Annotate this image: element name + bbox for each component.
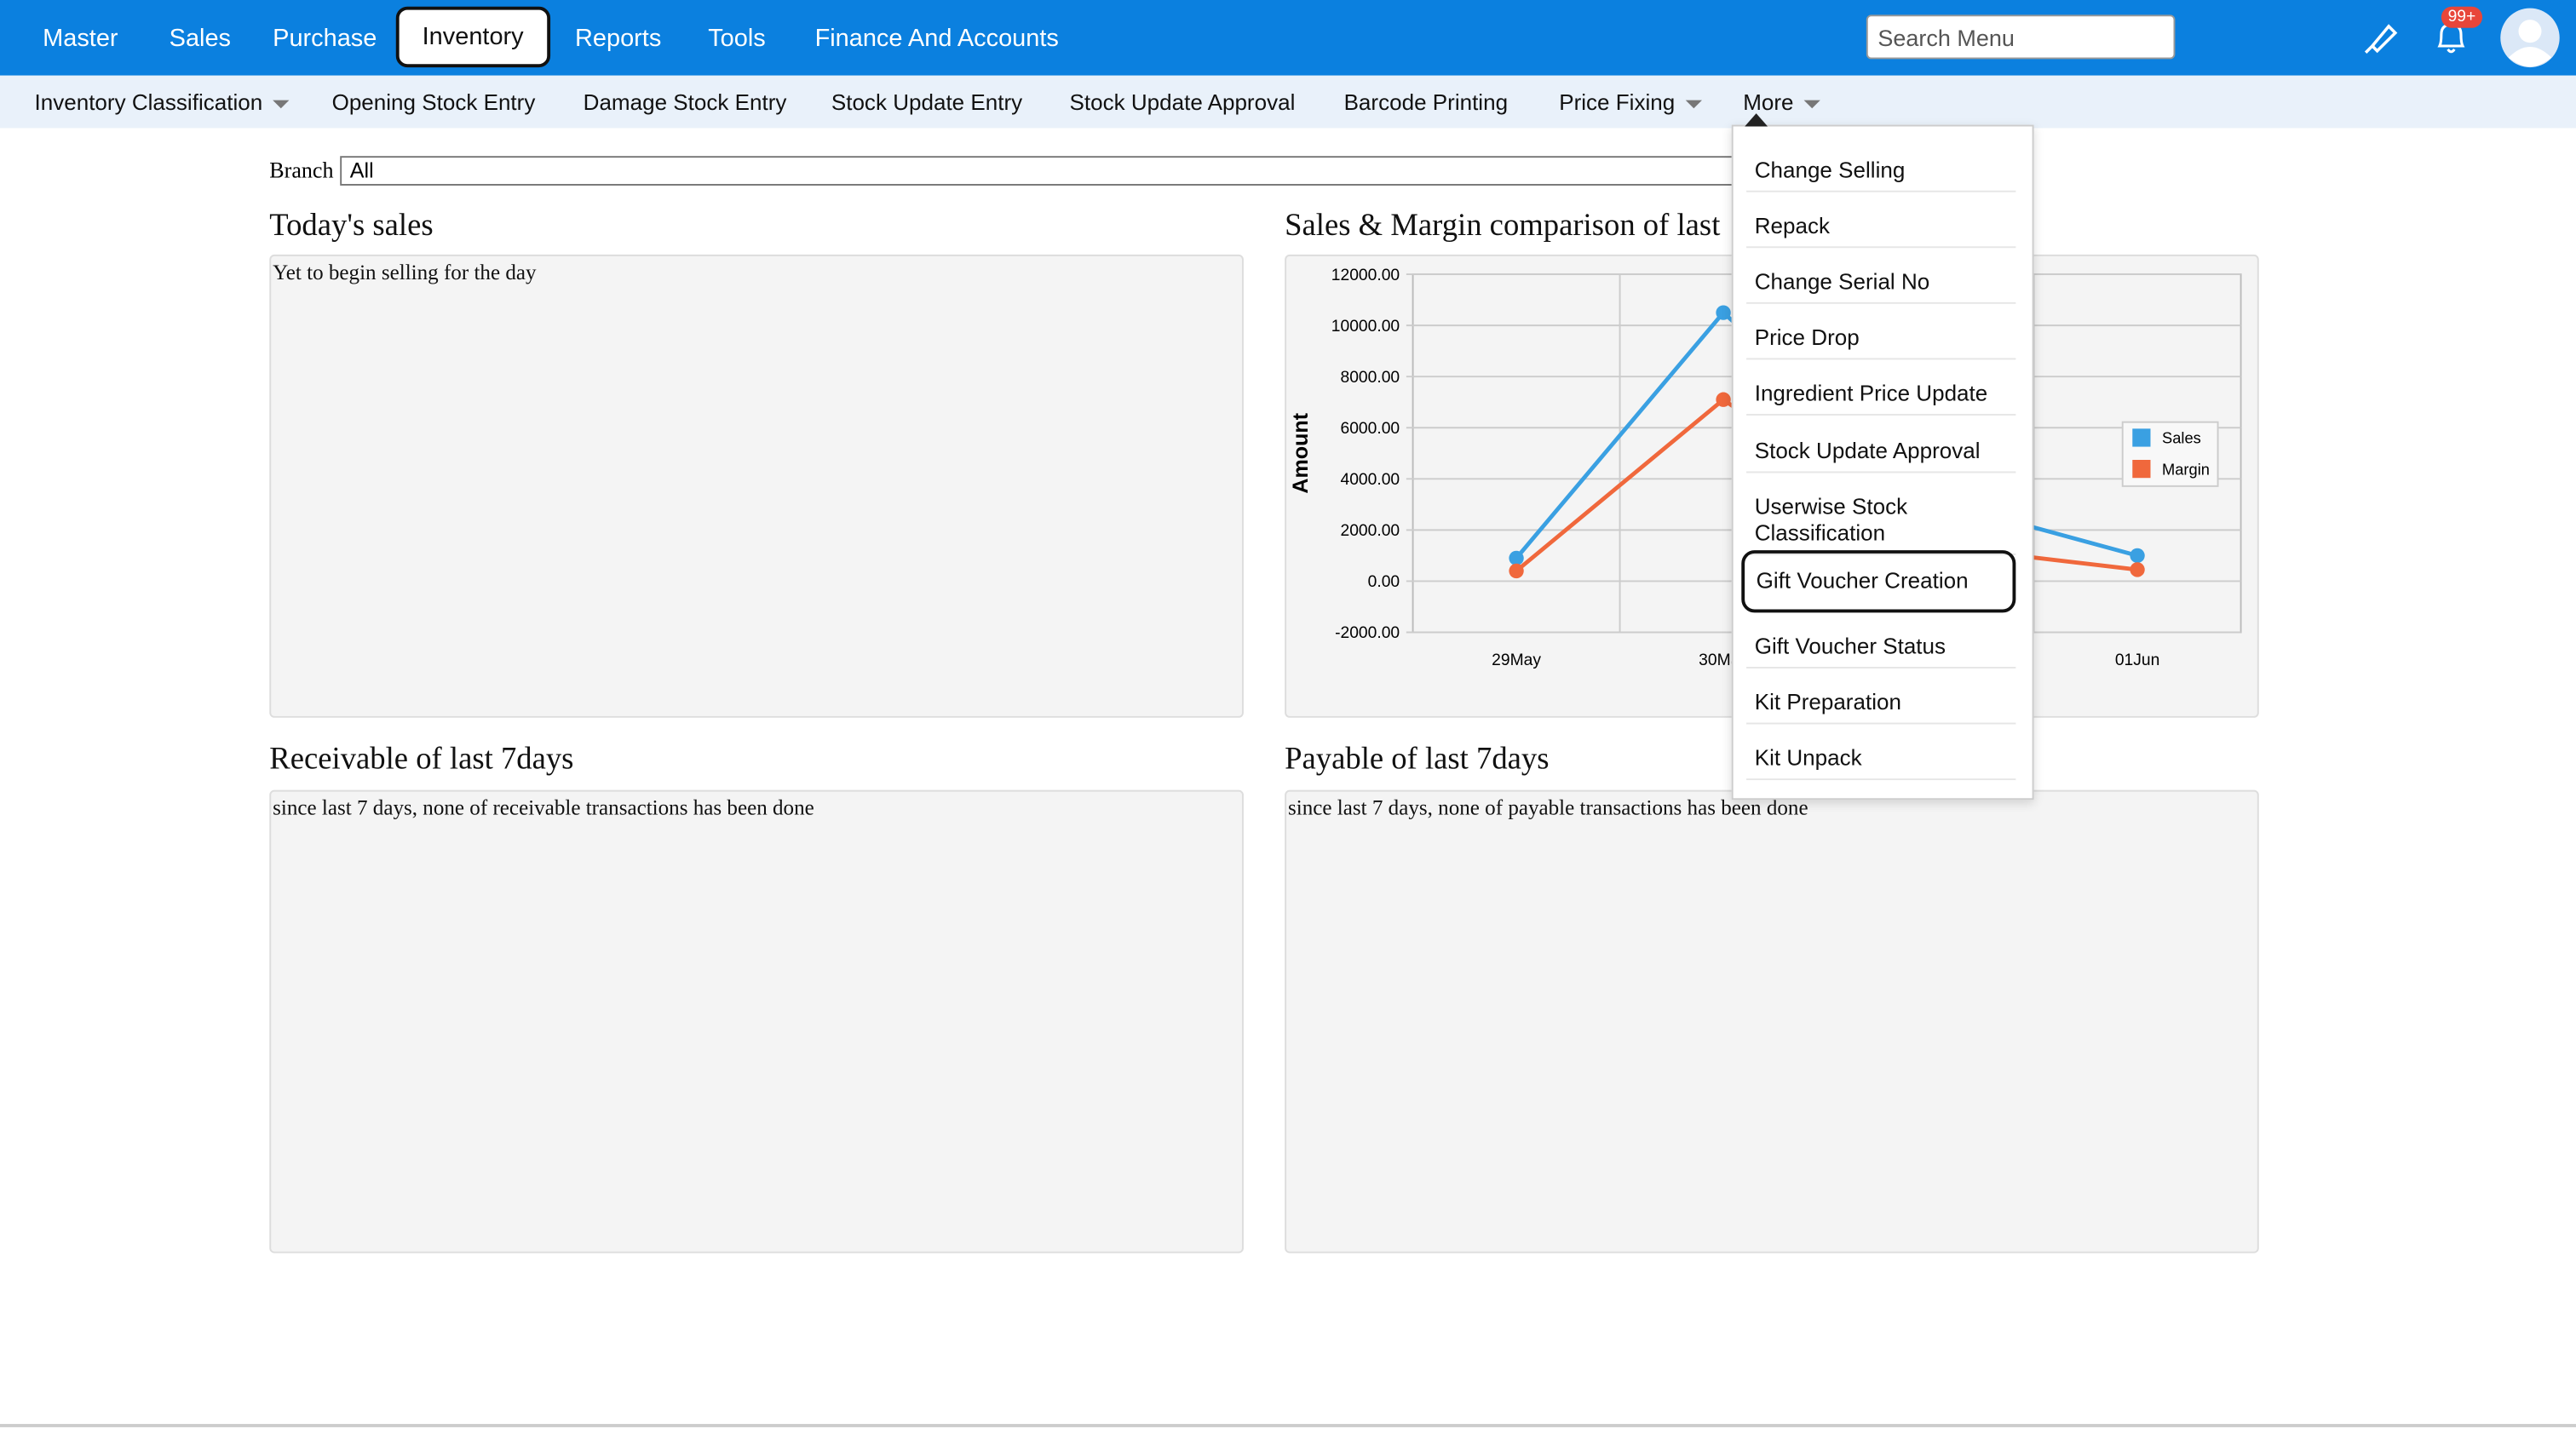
nav-item[interactable]: Sales [170,25,231,53]
panel: since last 7 days, none of payable trans… [1285,790,2259,1254]
y-tick-label: 10000.00 [1331,318,1400,336]
sub-nav-item[interactable]: Opening Stock Entry [332,90,536,115]
y-tick-label: 6000.00 [1341,420,1400,438]
menu-item[interactable]: Change Selling [1746,152,2015,192]
y-tick-label: 12000.00 [1331,267,1400,284]
menu-item[interactable]: Ingredient Price Update [1746,376,2015,416]
x-tick-label: 01Jun [2115,651,2160,669]
chart-title: Sales & Margin comparison of last [1285,209,1720,244]
notification-badge: 99+ [2441,7,2482,28]
branch-select[interactable]: All [340,156,1819,186]
nav-item[interactable]: Purchase [273,25,377,53]
sub-nav-label: Inventory Classification [34,90,262,115]
sub-nav: Inventory Classification Opening Stock En… [0,76,2576,129]
panel-title: Receivable of last 7days [269,743,573,778]
sub-nav-label: Price Fixing [1559,90,1675,115]
y-tick-label: 0.00 [1368,573,1400,591]
point [2130,548,2144,563]
point [2130,562,2144,577]
brush-icon[interactable] [2359,16,2401,59]
sub-nav-label: Stock Update Approval [1069,90,1295,115]
panel-title: Payable of last 7days [1285,743,1549,778]
nav-item[interactable]: Finance And Accounts [815,25,1059,53]
legend-label: Sales [2162,429,2201,447]
panel: since last 7 days, none of receivable tr… [269,790,1244,1254]
menu-item[interactable]: Userwise Stock Classification [1746,490,2015,555]
sub-nav-label: Barcode Printing [1344,90,1508,115]
sub-nav-item[interactable]: Stock Update Approval [1069,90,1295,115]
nav-item[interactable]: Tools [708,25,766,53]
top-nav: Search Menu 99+ Master Sales Purchase Inven… [0,0,2576,76]
menu-item[interactable]: Gift Voucher Creation [1741,550,2015,612]
caret [273,100,289,109]
menu-item[interactable]: Stock Update Approval [1746,433,2015,473]
menu-item[interactable]: Kit Unpack [1746,741,2015,780]
avatar[interactable] [2498,7,2561,69]
menu-item[interactable]: Gift Voucher Status [1746,629,2015,669]
point [1716,305,1730,319]
menu-item[interactable]: Price Drop [1746,320,2015,359]
sub-nav-item[interactable]: More [1743,90,1820,115]
sub-nav-item[interactable]: Inventory Classification [34,90,289,115]
sub-nav-label: Damage Stock Entry [584,90,787,115]
panel: Yet to begin selling for the day [269,255,1244,718]
sub-nav-label: Opening Stock Entry [332,90,536,115]
caret [1803,100,1820,109]
sub-nav-item[interactable]: Barcode Printing [1344,90,1508,115]
point [1716,393,1730,407]
search-placeholder: Search Menu [1877,25,2015,51]
menu-item[interactable]: Kit Preparation [1746,685,2015,724]
y-axis-label: Amount [1289,412,1313,493]
y-tick-label: 2000.00 [1341,522,1400,540]
menu-item[interactable]: Change Serial No [1746,264,2015,303]
sub-nav-item[interactable]: Stock Update Entry [831,90,1022,115]
x-tick-label: 29May [1492,651,1541,669]
y-tick-label: -2000.00 [1335,624,1400,642]
branch-value: All [350,158,374,182]
sub-nav-item[interactable]: Price Fixing [1559,90,1701,115]
panel-title: Today's sales [269,209,433,244]
branch-label: Branch [269,158,333,184]
dropdown-arrow [1745,113,1768,126]
point [1509,564,1523,578]
panel-text: Yet to begin selling for the day [273,260,536,286]
nav-item[interactable]: Reports [575,25,661,53]
y-tick-label: 8000.00 [1341,369,1400,387]
panel-text: since last 7 days, none of receivable tr… [273,795,814,821]
sub-nav-item[interactable]: Damage Stock Entry [584,90,787,115]
panel-text: since last 7 days, none of payable trans… [1288,795,1808,821]
search-box[interactable]: Search Menu [1866,14,2176,59]
point [1509,551,1523,565]
menu-item[interactable]: Repack [1746,209,2015,248]
more-dropdown: Change Selling Repack Change Serial No Pric… [1732,125,2034,801]
legend-swatch [2132,460,2150,478]
sub-nav-label: More [1743,90,1793,115]
legend-swatch [2132,428,2150,446]
y-tick-label: 4000.00 [1341,471,1400,489]
sub-nav-label: Stock Update Entry [831,90,1022,115]
caret [1685,100,1701,109]
legend-label: Margin [2162,460,2210,478]
footer-line [0,1424,2576,1427]
nav-item[interactable]: Master [43,25,118,53]
nav-item[interactable]: Inventory [396,7,550,67]
